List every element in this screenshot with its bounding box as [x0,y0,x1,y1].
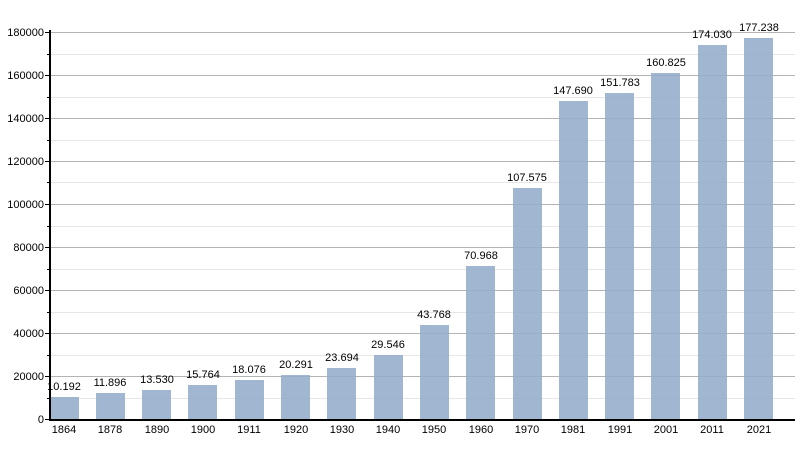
gridline-minor [50,97,795,98]
x-axis-line [49,419,795,421]
bar-value-label: 174.030 [692,29,732,41]
y-axis-label: 40000 [13,328,44,340]
bar [50,397,79,419]
bar-value-label: 160.825 [646,57,686,69]
y-axis-line [49,30,51,420]
x-axis-label: 1878 [97,424,123,436]
x-axis-label: 1960 [468,424,494,436]
y-axis-label: 180000 [7,27,44,39]
y-axis-tick [45,118,50,119]
bar-value-label: 23.694 [325,352,359,364]
bar-value-label: 20.291 [279,359,313,371]
y-axis-label: 60000 [13,285,44,297]
bar-value-label: 70.968 [464,250,498,262]
y-axis-tick [47,355,50,356]
gridline-minor [50,54,795,55]
x-axis-label: 1864 [51,424,77,436]
y-axis-label: 120000 [7,156,44,168]
x-axis-label: 1981 [560,424,586,436]
y-axis-tick [45,247,50,248]
gridline-minor [50,140,795,141]
bar [235,380,264,419]
gridline-major [50,161,795,162]
bar-value-label: 18.076 [232,364,266,376]
y-axis-tick [45,290,50,291]
bar-value-label: 13.530 [140,374,174,386]
gridline-minor [50,312,795,313]
y-axis-tick [45,75,50,76]
x-axis-label: 2021 [746,424,772,436]
y-axis-tick [47,182,50,183]
gridline-minor [50,226,795,227]
bar [96,393,125,419]
y-axis-tick [45,204,50,205]
gridline-major [50,204,795,205]
bar-value-label: 29.546 [371,339,405,351]
x-axis-label: 1920 [283,424,309,436]
y-axis-tick [45,333,50,334]
gridline-minor [50,182,795,183]
y-axis-label: 0 [37,414,44,426]
x-axis-label: 2011 [700,424,724,436]
bar [142,390,171,419]
bar [281,375,310,419]
x-axis-label: 1940 [375,424,401,436]
bar [605,93,634,419]
y-axis-tick [47,269,50,270]
y-axis-tick [47,97,50,98]
bar [188,385,217,419]
bar-value-label: 11.896 [93,377,127,389]
y-axis-tick [47,398,50,399]
gridline-major [50,118,795,119]
bar [744,38,773,419]
y-axis-tick [47,312,50,313]
x-axis-label: 1930 [329,424,355,436]
y-axis-tick [47,54,50,55]
y-axis-label: 100000 [7,199,44,211]
y-axis-tick [45,419,50,420]
x-axis-label: 1950 [421,424,447,436]
bar [327,368,356,419]
bar [374,355,403,419]
y-axis-tick [47,140,50,141]
x-axis-label: 1911 [237,424,261,436]
bar-value-label: 151.783 [600,77,640,89]
gridline-major [50,32,795,33]
gridline-major [50,247,795,248]
y-axis-tick [47,226,50,227]
y-axis-label: 140000 [7,113,44,125]
gridline-major [50,75,795,76]
y-axis-tick [45,32,50,33]
bar [513,188,542,419]
bar-value-label: 147.690 [553,85,593,97]
gridline-minor [50,269,795,270]
y-axis-label: 20000 [13,371,44,383]
x-axis-label: 2001 [653,424,679,436]
x-axis-label: 1900 [190,424,216,436]
bar [698,45,727,419]
bar [420,325,449,419]
y-axis-tick [45,161,50,162]
bar-value-label: 15.764 [186,369,220,381]
gridline-major [50,290,795,291]
x-axis-label: 1890 [144,424,170,436]
x-axis-label: 1991 [607,424,633,436]
bar-value-label: 10.192 [47,381,81,393]
bar-value-label: 107.575 [507,172,547,184]
y-axis-tick [45,376,50,377]
bar [559,101,588,419]
bar [651,73,680,419]
y-axis-label: 160000 [7,70,44,82]
bar [466,266,495,419]
x-axis-label: 1970 [514,424,540,436]
bar-value-label: 43.768 [417,309,451,321]
y-axis-label: 80000 [13,242,44,254]
bar-value-label: 177.238 [739,22,779,34]
